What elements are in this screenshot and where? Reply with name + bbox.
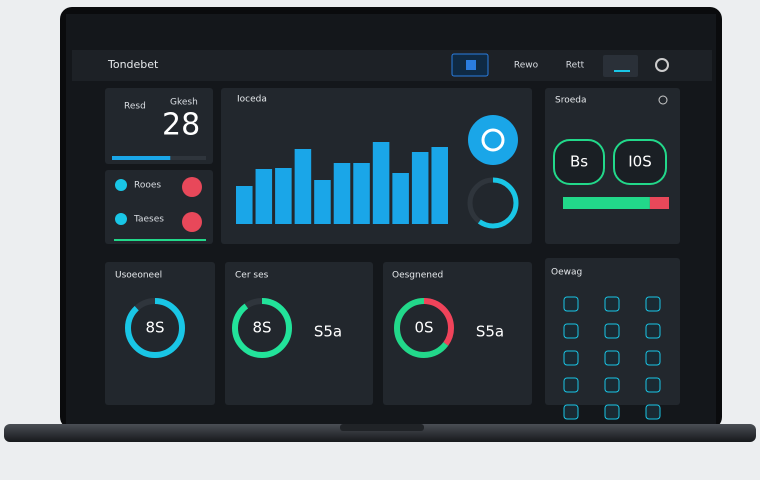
progress-segment: [563, 197, 650, 209]
status-left: Bs: [570, 153, 588, 171]
panel-title: Oesgnened: [392, 271, 443, 281]
app-icon[interactable]: [563, 377, 579, 393]
ring-segment: [394, 298, 454, 358]
app-icon[interactable]: [645, 377, 661, 393]
ring-value: 8S: [145, 319, 164, 337]
panel-title: Usoeoneel: [115, 271, 162, 281]
nav-button[interactable]: [603, 55, 638, 77]
status-badge: [613, 139, 667, 185]
app-icon[interactable]: [604, 350, 620, 366]
panel-title: Oewag: [551, 268, 582, 278]
alert-icon: [115, 213, 127, 225]
app-icon[interactable]: [604, 404, 620, 420]
app-icon[interactable]: [604, 296, 620, 312]
bar: [392, 173, 409, 224]
action-icon: [481, 128, 505, 152]
app-icon[interactable]: [604, 323, 620, 339]
gauge: [467, 177, 519, 229]
bar: [411, 152, 429, 224]
panel: [105, 88, 213, 164]
alert-label: Rooes: [134, 181, 161, 191]
user-icon[interactable]: [655, 58, 669, 72]
alert-label: Taeses: [133, 215, 164, 225]
panel: [105, 262, 215, 405]
progress-bar: [112, 156, 171, 160]
app-icon[interactable]: [563, 404, 579, 420]
progress-segment: [649, 197, 669, 209]
app-icon[interactable]: [645, 323, 661, 339]
laptop-base: [4, 424, 756, 442]
app-icon[interactable]: [645, 296, 661, 312]
bar: [294, 149, 312, 224]
status-right: I0S: [628, 153, 652, 171]
bar: [372, 142, 390, 224]
panel-title: Cer ses: [235, 271, 269, 281]
ring-value: 8S: [252, 319, 271, 337]
ring-segment: [125, 298, 185, 358]
alert-button[interactable]: [182, 177, 202, 197]
app-icon[interactable]: [563, 323, 579, 339]
nav-button[interactable]: Rett: [566, 61, 585, 71]
bar: [236, 186, 253, 224]
app-icon[interactable]: [645, 404, 661, 420]
ring-caption: S5a: [476, 323, 504, 341]
ring-caption: S5a: [314, 323, 342, 341]
stat-label: Resd: [124, 102, 146, 112]
stat-value: 28: [162, 108, 200, 143]
bar: [314, 180, 331, 224]
alert-button[interactable]: [182, 212, 202, 232]
panel-title: Sroeda: [555, 96, 587, 106]
ring-segment: [232, 298, 292, 358]
app-icon[interactable]: [563, 350, 579, 366]
nav-button[interactable]: Rewo: [514, 61, 539, 71]
alert-icon: [115, 179, 127, 191]
panel-icon: [658, 95, 668, 105]
bar: [333, 163, 351, 224]
panel: [383, 262, 532, 405]
chart-title: Ioceda: [237, 95, 267, 105]
app-icon[interactable]: [563, 296, 579, 312]
laptop-notch: [340, 424, 424, 431]
bar: [275, 168, 292, 224]
bar: [431, 147, 448, 224]
ring-value: 0S: [414, 319, 433, 337]
nav-icon: [466, 60, 476, 70]
app-icon[interactable]: [645, 350, 661, 366]
bar: [353, 163, 370, 224]
bar: [255, 169, 273, 224]
panel: [225, 262, 373, 405]
app-title: Tondebet: [107, 58, 159, 71]
action-button[interactable]: [468, 115, 518, 165]
status-badge: [553, 139, 605, 185]
stat-sublabel: Gkesh: [170, 98, 198, 108]
app-icon[interactable]: [604, 377, 620, 393]
